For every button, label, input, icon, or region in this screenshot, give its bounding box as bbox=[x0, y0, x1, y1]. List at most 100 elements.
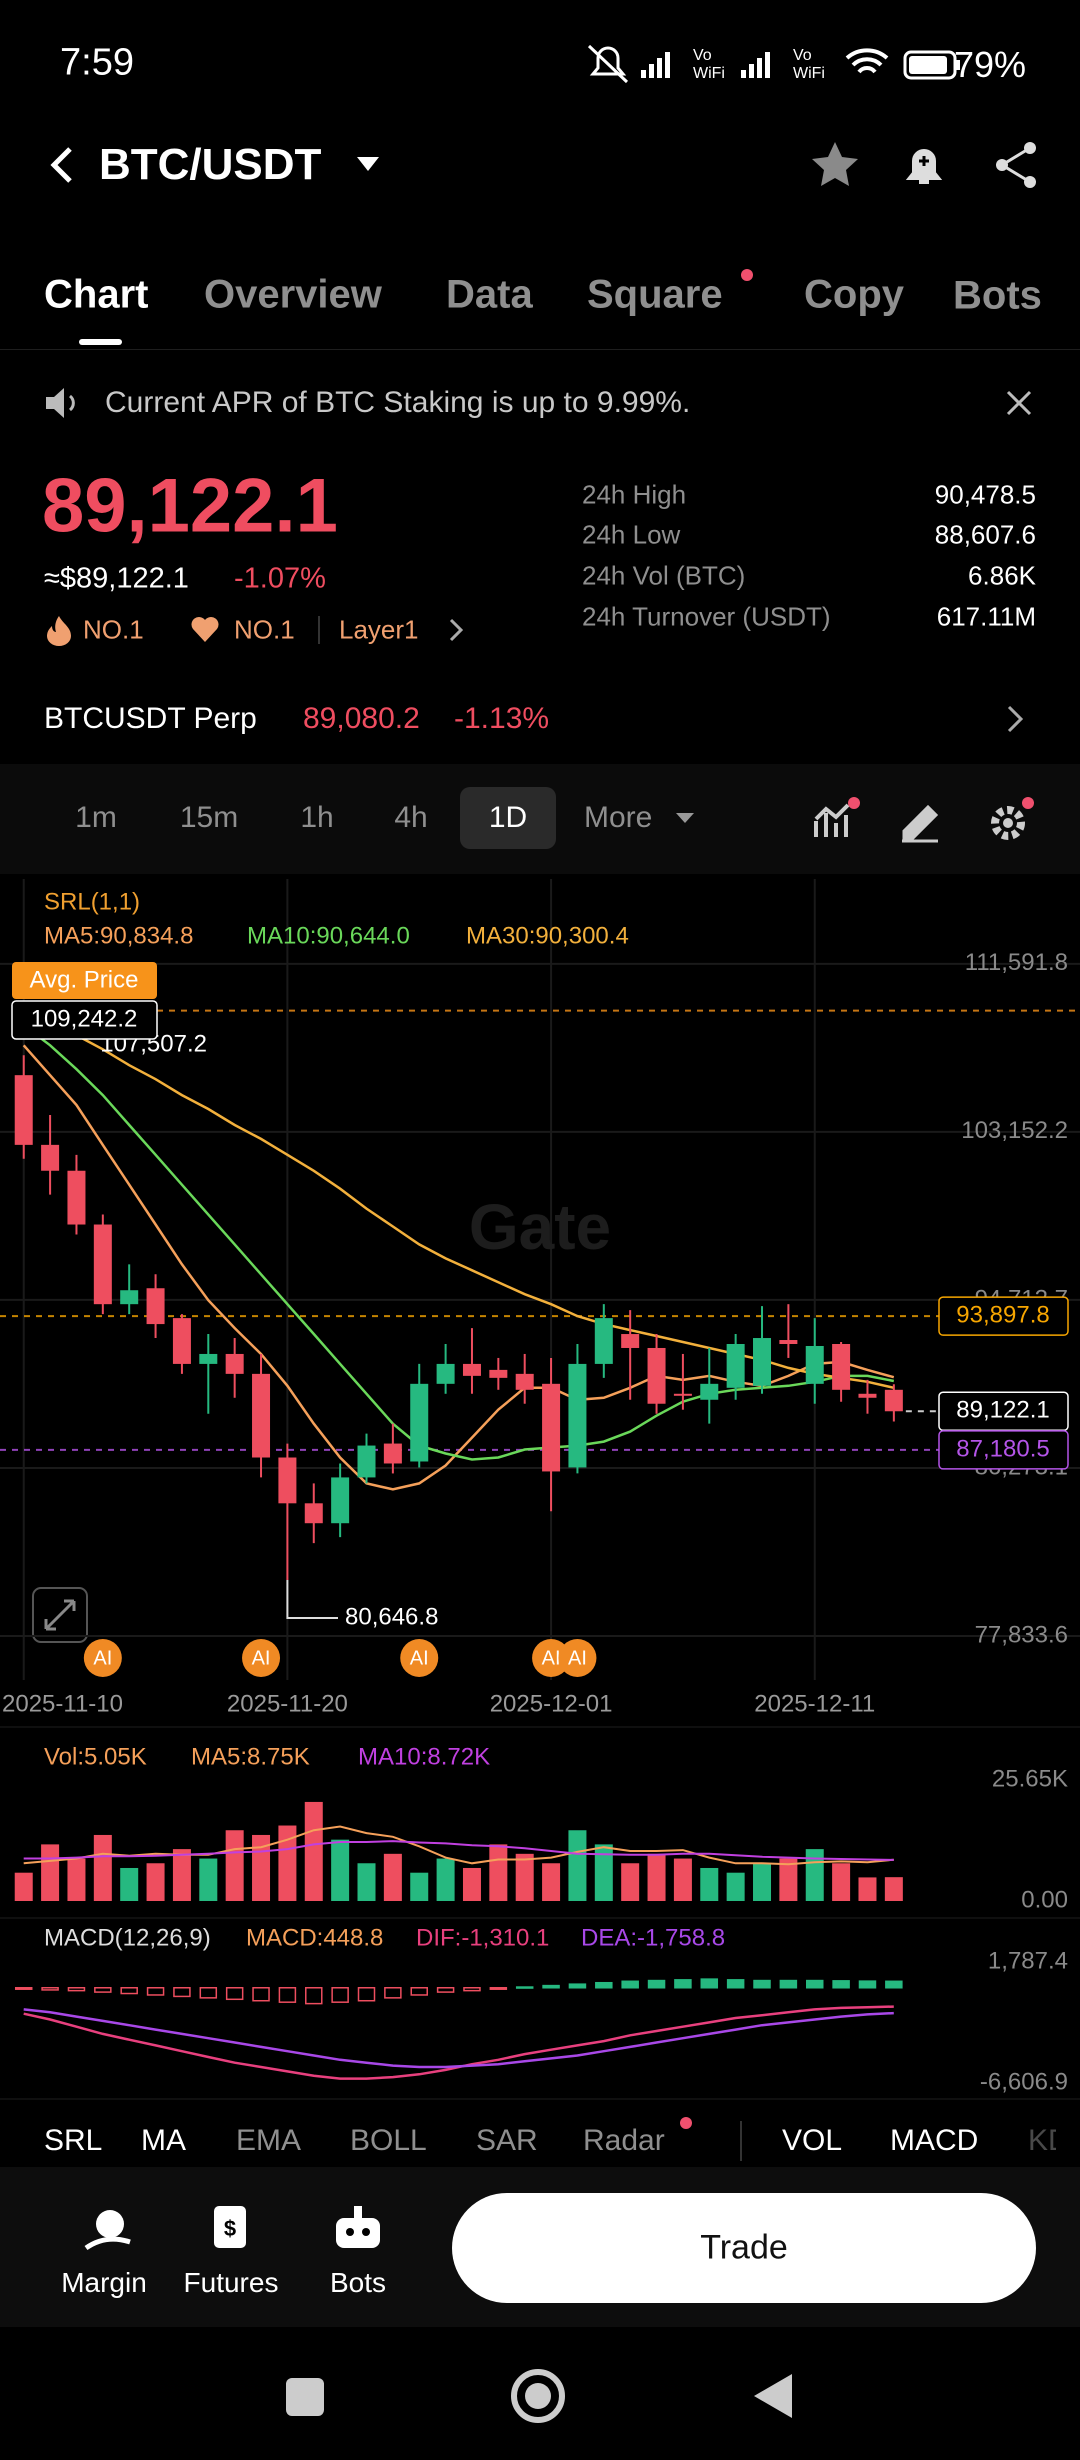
nav-item[interactable]: Bots bbox=[329, 2267, 387, 2298]
indicator-tab[interactable]: MA bbox=[141, 2124, 186, 2157]
divider bbox=[0, 349, 1080, 350]
system-nav[interactable] bbox=[270, 2360, 810, 2430]
volume-bar bbox=[436, 1858, 455, 1901]
tab[interactable]: Overview bbox=[204, 272, 382, 317]
volume-bar bbox=[673, 1858, 692, 1901]
nav-item[interactable]: Futures bbox=[183, 2267, 279, 2298]
expand-icon bbox=[44, 1599, 76, 1631]
expand-button[interactable] bbox=[32, 1587, 88, 1643]
low-leader bbox=[286, 1580, 338, 1620]
interval[interactable]: More bbox=[584, 801, 653, 834]
macd-bar bbox=[674, 1979, 692, 1989]
y-tick-label: 1,787.4 bbox=[988, 1947, 1068, 1974]
indicator-tab[interactable]: MACD bbox=[890, 2124, 979, 2157]
interval[interactable]: 1h bbox=[300, 801, 334, 834]
tab[interactable]: Bots bbox=[953, 273, 1042, 318]
interval[interactable]: 4h bbox=[394, 801, 428, 834]
red-dot bbox=[741, 269, 753, 281]
interval-active bbox=[460, 787, 556, 849]
candle-body bbox=[568, 1363, 587, 1468]
volume-bar bbox=[225, 1830, 244, 1901]
chart-tools[interactable] bbox=[812, 795, 1052, 843]
nav-item[interactable]: Margin bbox=[61, 2267, 147, 2298]
perp-name[interactable]: BTCUSDT Perp bbox=[44, 702, 257, 735]
candle-body bbox=[779, 1340, 798, 1344]
volume-bar bbox=[331, 1839, 350, 1901]
badge-divider bbox=[318, 616, 320, 644]
y-tick-label: 0.00 bbox=[1021, 1886, 1068, 1913]
candle-body bbox=[304, 1503, 323, 1524]
indicator-tab[interactable]: SRL bbox=[44, 2124, 103, 2157]
volume-bar bbox=[357, 1863, 376, 1901]
candle-body bbox=[726, 1343, 745, 1388]
indicator-tab[interactable]: BOLL bbox=[350, 2124, 427, 2157]
candle-body bbox=[331, 1477, 350, 1524]
ai-marker bbox=[83, 1639, 122, 1677]
tab[interactable]: Copy bbox=[804, 272, 904, 317]
macd-bar bbox=[489, 1987, 508, 1990]
notice-close[interactable] bbox=[1005, 389, 1033, 417]
y-tick-label: 25.65K bbox=[992, 1765, 1068, 1792]
indicator-tab[interactable]: Radar bbox=[583, 2124, 665, 2157]
candle-body bbox=[753, 1338, 772, 1386]
tab-indicator bbox=[79, 339, 122, 345]
macd-bar bbox=[41, 1987, 59, 1991]
notice-text[interactable]: Current APR of BTC Staking is up to 9.99… bbox=[105, 386, 691, 419]
svg-text:WiFi: WiFi bbox=[793, 65, 825, 82]
macd-bar bbox=[753, 1979, 771, 1989]
price-box-label: 93,897.8 bbox=[956, 1302, 1049, 1329]
macd-bar bbox=[436, 1987, 455, 1993]
tab[interactable]: Square bbox=[587, 272, 723, 317]
interval[interactable]: 1m bbox=[75, 801, 117, 834]
candle-body bbox=[357, 1445, 376, 1478]
macd-bar bbox=[858, 1980, 877, 1989]
ai-marker-label: AI bbox=[542, 1647, 561, 1669]
tab[interactable]: Data bbox=[446, 272, 533, 317]
chevron bbox=[449, 618, 464, 642]
back-button[interactable] bbox=[44, 145, 80, 185]
volume-bar bbox=[753, 1863, 772, 1901]
volume-bar bbox=[41, 1844, 60, 1901]
candle-body bbox=[515, 1373, 534, 1390]
ai-marker bbox=[532, 1639, 571, 1677]
indicator-tab[interactable]: VOL bbox=[782, 2124, 843, 2157]
macd-bar bbox=[305, 1987, 323, 2005]
candle-body bbox=[383, 1443, 402, 1464]
macd-bar bbox=[542, 1984, 560, 1989]
candle-body bbox=[14, 1075, 33, 1145]
ai-marker-label: AI bbox=[93, 1647, 112, 1669]
macd-bar bbox=[779, 1979, 798, 1989]
candle-body bbox=[120, 1290, 139, 1305]
sector-badge[interactable]: Layer1 bbox=[339, 614, 419, 645]
stat-label: 24h Turnover (USDT) bbox=[582, 601, 831, 632]
volume-bar bbox=[621, 1863, 640, 1901]
interval[interactable]: 1D bbox=[488, 801, 528, 834]
indicator-tab[interactable]: KDJ bbox=[1028, 2124, 1056, 2157]
macd-bar bbox=[173, 1987, 191, 1998]
rank-badge[interactable]: NO.1 bbox=[83, 614, 144, 645]
avg-price-tag bbox=[12, 962, 157, 999]
volume-bar bbox=[594, 1844, 613, 1901]
volume-ma-line bbox=[23, 1840, 894, 1861]
indicator-tab[interactable]: SAR bbox=[476, 2124, 538, 2157]
tab[interactable]: Chart bbox=[44, 272, 149, 317]
chevron[interactable] bbox=[1006, 705, 1024, 733]
candle-body bbox=[542, 1383, 561, 1472]
y-tick-label: 103,152.2 bbox=[961, 1117, 1068, 1144]
rank-badge[interactable]: NO.1 bbox=[234, 614, 295, 645]
interval[interactable]: 15m bbox=[179, 801, 239, 834]
trade-button[interactable] bbox=[452, 2193, 1036, 2303]
pair-dropdown[interactable] bbox=[355, 155, 381, 175]
price-box bbox=[938, 1296, 1069, 1336]
trade-label[interactable]: Trade bbox=[700, 2228, 788, 2267]
legend-entry: MA30:90,300.4 bbox=[466, 922, 629, 949]
ai-marker bbox=[242, 1639, 281, 1677]
tab-clip: KDJ bbox=[1028, 2118, 1056, 2164]
price-change: -1.07% bbox=[234, 562, 326, 595]
indicator-tab[interactable]: EMA bbox=[236, 2124, 302, 2157]
svg-text:$: $ bbox=[224, 2216, 236, 2241]
stat-label: 24h Vol (BTC) bbox=[582, 560, 746, 591]
candle-body bbox=[146, 1288, 165, 1325]
pair-title[interactable]: BTC/USDT bbox=[99, 140, 322, 189]
header-actions[interactable] bbox=[808, 138, 1048, 194]
